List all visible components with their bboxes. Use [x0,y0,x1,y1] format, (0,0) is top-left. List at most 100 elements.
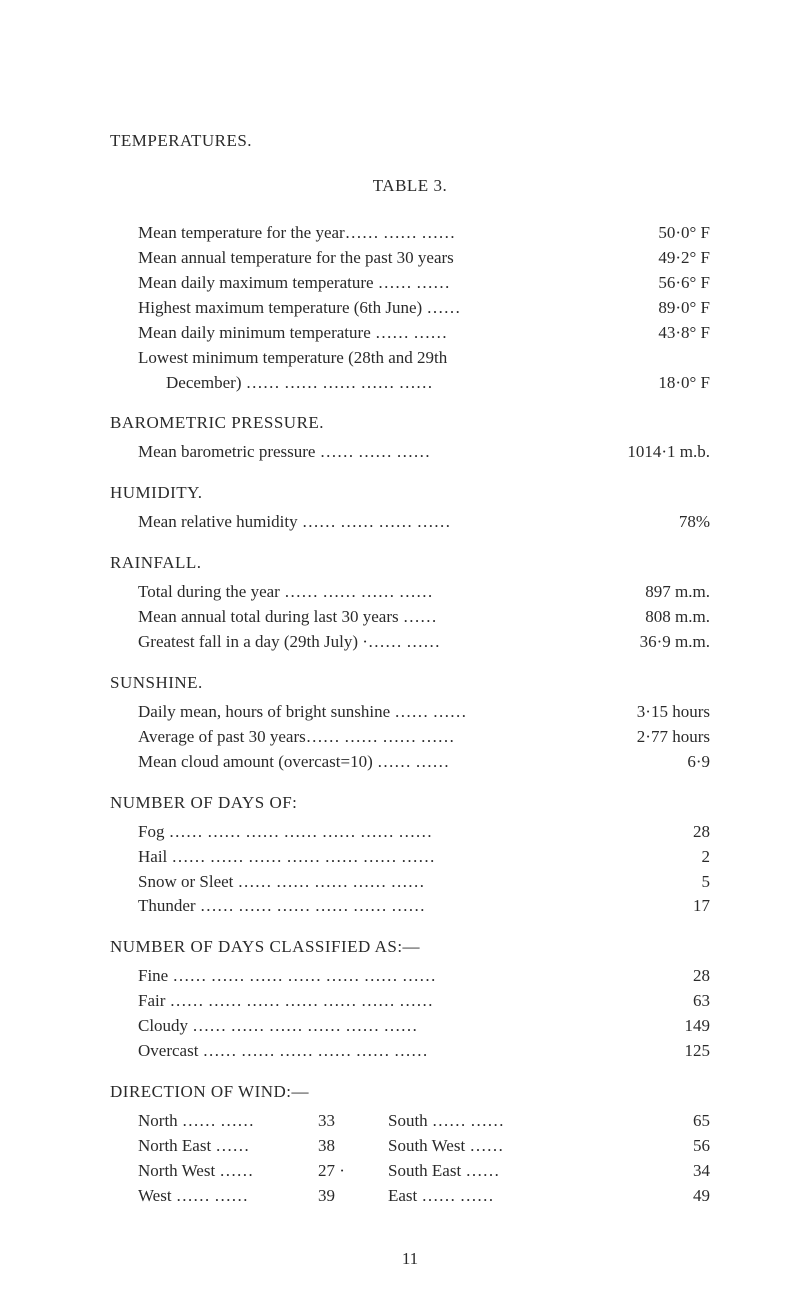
label: December) …… …… …… …… …… [166,372,648,395]
row-highest-max: Highest maximum temperature (6th June) …… [138,297,710,320]
label: Mean barometric pressure …… …… …… [138,441,617,464]
wind-row-1: North …… …… 33 South …… …… 65 [138,1110,710,1133]
value: 36·9 m.m. [630,631,710,654]
label: Snow or Sleet …… …… …… …… …… [138,871,692,894]
row-lowest-min-line2: December) …… …… …… …… …… 18·0° F [138,372,710,395]
wind-row-4: West …… …… 39 East …… …… 49 [138,1185,710,1208]
temperature-block: Mean temperature for the year…… …… …… 50… [110,222,710,395]
daysclassified-block: Fine …… …… …… …… …… …… …… 28 Fair …… …… … [110,965,710,1063]
wind-right-label: East …… …… [388,1185,650,1208]
value: 1014·1 m.b. [617,441,710,464]
label: Fog …… …… …… …… …… …… …… [138,821,683,844]
value: 49·2° F [648,247,710,270]
value: 2·77 hours [627,726,710,749]
row-meancloud: Mean cloud amount (overcast=10) …… …… 6·… [138,751,710,774]
row-fine: Fine …… …… …… …… …… …… …… 28 [138,965,710,988]
wind-left-label: North East …… [138,1135,318,1158]
heading-direction-wind: DIRECTION OF WIND:— [110,1081,710,1104]
page-number: 11 [110,1248,710,1271]
value: 63 [683,990,710,1013]
row-mean-daily-max: Mean daily maximum temperature …… …… 56·… [138,272,710,295]
wind-left-label: West …… …… [138,1185,318,1208]
row-lowest-min-line1: Lowest minimum temperature (28th and 29t… [138,347,710,370]
label: Mean annual temperature for the past 30 … [138,247,648,270]
wind-left-value: 33 [318,1110,388,1133]
row-fog: Fog …… …… …… …… …… …… …… 28 [138,821,710,844]
heading-sunshine: SUNSHINE. [110,672,710,695]
wind-left-value: 39 [318,1185,388,1208]
value: 50·0° F [648,222,710,245]
label: Total during the year …… …… …… …… [138,581,635,604]
heading-numdays-of: NUMBER OF DAYS OF: [110,792,710,815]
wind-left-label: North …… …… [138,1110,318,1133]
value: 2 [692,846,711,869]
label: Thunder …… …… …… …… …… …… [138,895,683,918]
heading-numdays-classified: NUMBER OF DAYS CLASSIFIED AS:— [110,936,710,959]
row-mean-daily-min: Mean daily minimum temperature …… …… 43·… [138,322,710,345]
wind-row-3: North West …… 27 · South East …… 34 [138,1160,710,1183]
row-fair: Fair …… …… …… …… …… …… …… 63 [138,990,710,1013]
label: Highest maximum temperature (6th June) …… [138,297,648,320]
row-humidity: Mean relative humidity …… …… …… …… 78% [110,511,710,534]
heading-humidity: HUMIDITY. [110,482,710,505]
sunshine-block: Daily mean, hours of bright sunshine …… … [110,701,710,774]
value: 78% [669,511,710,534]
heading-temperatures: TEMPERATURES. [110,130,710,153]
row-rainfall-greatest: Greatest fall in a day (29th July) ·…… …… [138,631,710,654]
row-snow: Snow or Sleet …… …… …… …… …… 5 [138,871,710,894]
label: Mean cloud amount (overcast=10) …… …… [138,751,677,774]
label: Overcast …… …… …… …… …… …… [138,1040,675,1063]
label: Greatest fall in a day (29th July) ·…… …… [138,631,630,654]
value: 17 [683,895,710,918]
row-thunder: Thunder …… …… …… …… …… …… 17 [138,895,710,918]
row-mean-year: Mean temperature for the year…… …… …… 50… [138,222,710,245]
row-sunshine-avg30: Average of past 30 years…… …… …… …… 2·77… [138,726,710,749]
value: 897 m.m. [635,581,710,604]
label: Mean temperature for the year…… …… …… [138,222,648,245]
label: Mean annual total during last 30 years …… [138,606,635,629]
value: 43·8° F [648,322,710,345]
page-container: TEMPERATURES. TABLE 3. Mean temperature … [0,0,800,1311]
value: 149 [675,1015,711,1038]
row-rainfall-total: Total during the year …… …… …… …… 897 m.… [138,581,710,604]
row-overcast: Overcast …… …… …… …… …… …… 125 [138,1040,710,1063]
heading-rainfall: RAINFALL. [110,552,710,575]
wind-right-label: South …… …… [388,1110,650,1133]
label: Average of past 30 years…… …… …… …… [138,726,627,749]
rainfall-block: Total during the year …… …… …… …… 897 m.… [110,581,710,654]
row-mean-annual-30: Mean annual temperature for the past 30 … [138,247,710,270]
label: Daily mean, hours of bright sunshine …… … [138,701,627,724]
label: Fine …… …… …… …… …… …… …… [138,965,683,988]
value: 28 [683,965,710,988]
value: 28 [683,821,710,844]
daysof-block: Fog …… …… …… …… …… …… …… 28 Hail …… …… …… [110,821,710,919]
label: Fair …… …… …… …… …… …… …… [138,990,683,1013]
value: 3·15 hours [627,701,710,724]
wind-right-value: 65 [650,1110,710,1133]
value: 89·0° F [648,297,710,320]
value: 808 m.m. [635,606,710,629]
row-barometric: Mean barometric pressure …… …… …… 1014·1… [110,441,710,464]
wind-right-label: South West …… [388,1135,650,1158]
wind-left-label: North West …… [138,1160,318,1183]
heading-barometric: BAROMETRIC PRESSURE. [110,412,710,435]
wind-block: North …… …… 33 South …… …… 65 North East… [110,1110,710,1208]
value: 125 [675,1040,711,1063]
value: 56·6° F [648,272,710,295]
row-rainfall-mean: Mean annual total during last 30 years …… [138,606,710,629]
row-hail: Hail …… …… …… …… …… …… …… 2 [138,846,710,869]
heading-table-3: TABLE 3. [110,175,710,198]
label: Mean relative humidity …… …… …… …… [138,511,669,534]
wind-row-2: North East …… 38 South West …… 56 [138,1135,710,1158]
label: Mean daily maximum temperature …… …… [138,272,648,295]
wind-right-label: South East …… [388,1160,650,1183]
wind-right-value: 49 [650,1185,710,1208]
value: 18·0° F [648,372,710,395]
wind-left-value: 27 · [318,1160,388,1183]
row-cloudy: Cloudy …… …… …… …… …… …… 149 [138,1015,710,1038]
label: Mean daily minimum temperature …… …… [138,322,648,345]
label: Hail …… …… …… …… …… …… …… [138,846,692,869]
wind-right-value: 56 [650,1135,710,1158]
wind-right-value: 34 [650,1160,710,1183]
label: Cloudy …… …… …… …… …… …… [138,1015,675,1038]
